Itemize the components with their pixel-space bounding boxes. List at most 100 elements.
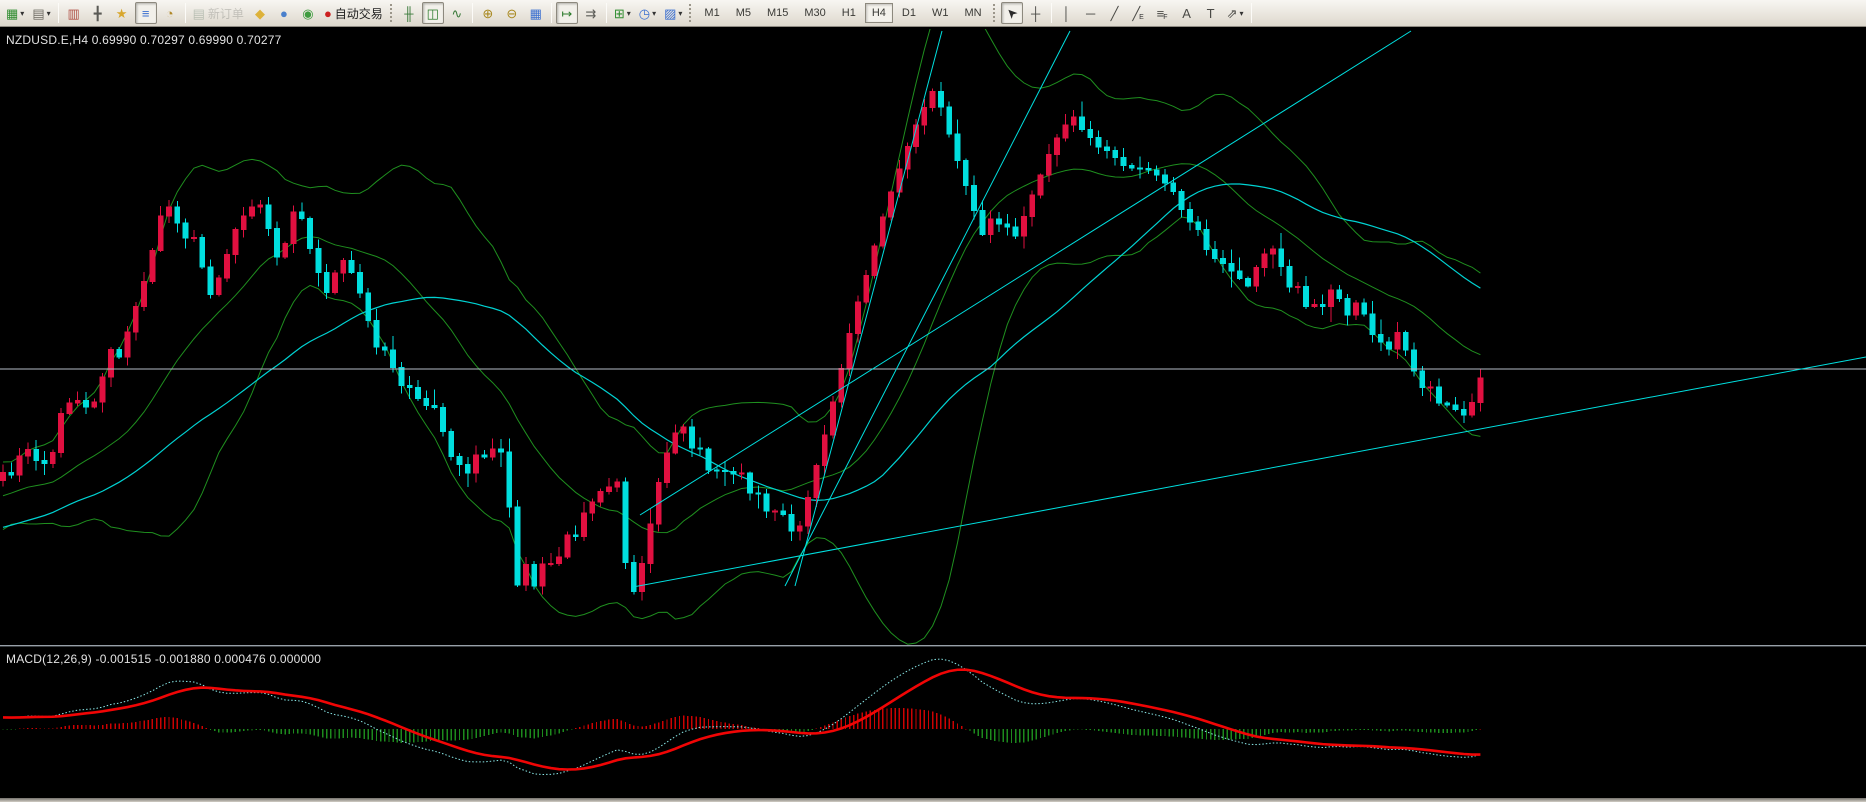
new-order-button[interactable]: ▤ 新订单 [190, 2, 247, 24]
chart-profiles-icon: ▤ [32, 5, 45, 21]
indicators-icon: ⊞ [613, 5, 625, 21]
auto-trading-label: 自动交易 [334, 6, 383, 21]
tile-windows-icon: ▦ [529, 5, 542, 21]
toolbar-separator [605, 3, 607, 23]
auto-scroll-icon: ↦ [561, 5, 573, 21]
toolbar-grip[interactable] [992, 4, 996, 22]
equidistant-channel-tool-icon: ╱ [1132, 5, 1141, 21]
fibonacci-tool-button[interactable]: ≡ F [1152, 2, 1174, 24]
line-chart-mode-icon: ∿ [451, 5, 463, 21]
templates-icon: ▨ [664, 5, 677, 21]
new-order-icon: ▤ [192, 5, 205, 21]
terminal-button[interactable]: ★ [111, 2, 133, 24]
fibonacci-tool-icon: ≡ [1156, 5, 1165, 21]
chart-shift-button[interactable]: ⇉ [580, 2, 602, 24]
chart-profiles-dropdown-icon[interactable]: ▾ [46, 8, 51, 18]
line-chart-mode-button[interactable]: ∿ [446, 2, 468, 24]
text-label-tool-button[interactable]: T [1200, 2, 1222, 24]
timeframe-m30[interactable]: M30 [804, 7, 826, 19]
data-window-button[interactable]: ≡ [134, 2, 157, 24]
market-watch-icon: ▥ [67, 5, 80, 21]
community-icon: ● [280, 5, 288, 21]
macd-signal-line [2, 668, 1481, 771]
vertical-line-tool-icon: │ [1062, 5, 1071, 21]
toolbar-separator [57, 3, 59, 23]
alerts-icon: ◉ [302, 5, 314, 21]
strategy-tester-button[interactable]: ◔ [159, 2, 181, 24]
chart-profiles-button[interactable]: ▤ ▾ [29, 2, 53, 24]
toolbar-grip[interactable] [689, 4, 692, 22]
text-tool-button[interactable]: A [1176, 2, 1198, 24]
tile-windows-button[interactable]: ▦ [525, 2, 547, 24]
toolbar-separator [1250, 3, 1252, 23]
equidistant-channel-tool-button[interactable]: ╱ E [1128, 2, 1150, 24]
indicators-button[interactable]: ⊞ ▾ [611, 2, 634, 24]
equidistant-channel-tool-subscript: E [1139, 13, 1144, 21]
candlestick-mode-button[interactable]: ◫ [421, 2, 444, 24]
macd-label: MACD(12,26,9) -0.001515 -0.001880 0.0004… [6, 652, 322, 666]
cursor-button[interactable]: ➤ [1000, 2, 1023, 24]
market-watch-button[interactable]: ▥ [63, 2, 85, 24]
history-center-button[interactable]: ◆ [249, 2, 271, 24]
trendline-tool-button[interactable]: ╱ [1104, 2, 1126, 24]
toolbar-separator [471, 3, 473, 23]
toolbar-separator [550, 3, 552, 23]
toolbar: ▦ ▾ ▤ ▾ ▥ ╋ ★ ≡ ◔ ▤ 新订单 ◆ ● ◉ ● 自动交易 ╫ ◫ ∿ ⊕ ⊖ ▦ ↦ ⇉ ⊞ ▾ ◷ ▾ ▨ ▾ M1 M5 M… [0, 0, 1866, 27]
periods-button[interactable]: ◷ ▾ [636, 2, 659, 24]
vertical-line-tool-button[interactable]: │ [1056, 2, 1078, 24]
candlesticks [0, 81, 1484, 601]
timeframe-m1[interactable]: M1 [704, 7, 720, 19]
alerts-button[interactable]: ◉ [297, 2, 319, 24]
price-chart[interactable] [0, 29, 1866, 645]
indicators-dropdown-icon[interactable]: ▾ [626, 8, 631, 18]
trendline-tool-icon: ╱ [1110, 5, 1119, 21]
candlestick-mode-icon: ◫ [426, 5, 439, 21]
new-chart-button[interactable]: ▦ ▾ [3, 2, 27, 24]
zoom-in-icon: ⊕ [482, 5, 494, 21]
periods-dropdown-icon[interactable]: ▾ [652, 8, 657, 18]
auto-trading-icon: ● [323, 5, 332, 21]
zoom-in-button[interactable]: ⊕ [477, 2, 499, 24]
timeframe-h4[interactable]: H4 [864, 3, 893, 23]
new-chart-dropdown-icon[interactable]: ▾ [20, 8, 25, 18]
macd-histogram [2, 708, 1482, 744]
crosshair-button[interactable]: ┼ [1025, 2, 1047, 24]
bar-chart-mode-button[interactable]: ╫ [398, 2, 420, 24]
macd-line [2, 658, 1481, 775]
crosshair-icon: ┼ [1030, 5, 1041, 21]
community-button[interactable]: ● [273, 2, 295, 24]
new-chart-icon: ▦ [6, 5, 19, 21]
auto-scroll-button[interactable]: ↦ [555, 2, 578, 24]
data-window-icon: ≡ [141, 5, 150, 21]
timeframe-d1[interactable]: D1 [901, 7, 916, 19]
text-label-tool-icon: T [1206, 5, 1215, 21]
pane-separator[interactable] [0, 645, 1866, 647]
window-bottom-edge [0, 798, 1866, 802]
macd-pane[interactable] [0, 649, 1866, 799]
navigator-icon: ╋ [93, 5, 102, 21]
bollinger-bands [2, 29, 1481, 645]
horizontal-line-tool-icon: ─ [1085, 5, 1096, 21]
timeframe-m5[interactable]: M5 [735, 7, 751, 19]
templates-button[interactable]: ▨ ▾ [661, 2, 685, 24]
arrows-tool-dropdown-icon[interactable]: ▾ [1239, 8, 1244, 18]
timeframe-m15[interactable]: M15 [766, 7, 789, 19]
auto-trading-button[interactable]: ● 自动交易 [321, 2, 386, 24]
toolbar-grip[interactable] [389, 4, 393, 22]
horizontal-line-tool-button[interactable]: ─ [1080, 2, 1102, 24]
text-tool-icon: A [1182, 5, 1191, 21]
templates-dropdown-icon[interactable]: ▾ [678, 8, 683, 18]
periods-icon: ◷ [638, 5, 651, 21]
trendlines[interactable] [632, 30, 1866, 588]
navigator-button[interactable]: ╋ [87, 2, 109, 24]
timeframe-h1[interactable]: H1 [841, 7, 856, 19]
zoom-out-button[interactable]: ⊖ [501, 2, 523, 24]
history-center-icon: ◆ [254, 5, 265, 21]
toolbar-separator [1050, 3, 1052, 23]
zoom-out-icon: ⊖ [506, 5, 518, 21]
bar-chart-mode-icon: ╫ [404, 5, 414, 21]
fibonacci-tool-subscript: F [1163, 13, 1168, 21]
timeframe-w1[interactable]: W1 [931, 7, 949, 19]
timeframe-mn[interactable]: MN [964, 7, 982, 19]
arrows-tool-button[interactable]: ⇗ ▾ [1224, 2, 1247, 24]
